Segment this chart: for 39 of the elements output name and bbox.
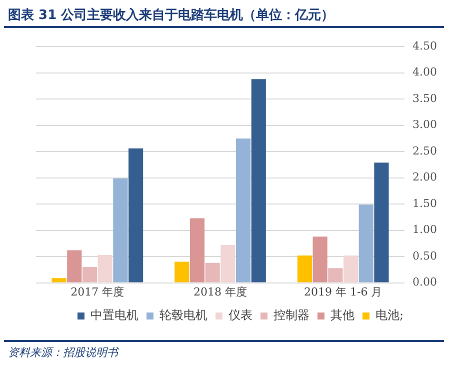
bar [82,267,98,282]
text: 资料来源：招股说明书 [8,345,118,360]
bar [174,262,190,282]
y-tick-label: 2.00 [412,170,438,184]
bar [358,204,374,282]
x-tick-label: 2018 年度 [194,285,248,298]
bar [205,262,220,282]
bar [98,254,112,282]
y-tick-label: 2.50 [412,144,438,158]
bar [190,218,205,282]
bar [236,138,251,282]
y-tick-label: 4.50 [412,39,438,52]
bar [297,256,312,282]
bar [343,256,358,282]
y-tick-label: 3.00 [412,118,438,132]
y-tick-label: 0.00 [412,276,438,289]
bar [52,278,66,282]
bar [312,236,328,282]
legend-label: 仪表 [228,308,252,322]
bar [67,250,82,282]
bar [113,178,128,282]
bar [251,79,266,282]
y-tick-label: 3.50 [412,92,438,105]
y-tick-label: 4.00 [412,66,438,79]
legend-label: 其他 [330,308,354,322]
chart-title: 图表 31 公司主要收入来自于电踏车电机（单位：亿元） [8,6,334,24]
bar [328,268,343,282]
x-tick-label: 2019 年 1-6 月 [304,285,382,298]
y-tick-label: 0.50 [412,249,438,262]
legend-label: 控制器 [273,308,310,322]
legend-label: 轮毂电机 [159,308,208,322]
legend-label: 中置电机 [90,308,138,322]
x-tick-label: 2017 年度 [70,285,124,298]
y-tick-label: 1.00 [412,223,438,236]
legend-label: 电池; [375,308,404,322]
y-tick-label: 1.50 [412,196,438,210]
bar [128,148,144,282]
bar [374,162,389,282]
bar [220,245,236,282]
